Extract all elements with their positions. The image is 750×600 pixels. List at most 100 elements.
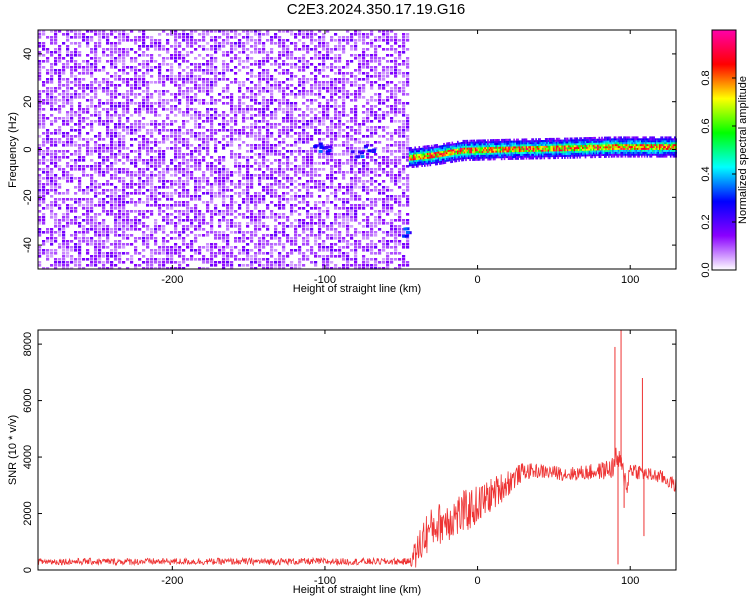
heatmap-cell	[46, 129, 50, 132]
heatmap-cell	[178, 93, 182, 96]
heatmap-cell	[226, 42, 230, 45]
heatmap-cell	[186, 225, 190, 228]
heatmap-cell	[74, 201, 78, 204]
heatmap-cell	[230, 204, 234, 207]
heatmap-cell	[222, 78, 226, 81]
heatmap-cell	[94, 93, 98, 96]
heatmap-cell	[118, 267, 122, 270]
heatmap-cell	[286, 255, 290, 258]
heatmap-cell	[262, 87, 266, 90]
heatmap-cell	[378, 141, 382, 144]
heatmap-cell	[78, 186, 82, 189]
heatmap-cell	[94, 111, 98, 114]
heatmap-cell	[106, 234, 110, 237]
heatmap-cell	[322, 261, 326, 264]
heatmap-cell	[314, 69, 318, 72]
heatmap-cell	[398, 102, 402, 105]
heatmap-cell	[78, 108, 82, 111]
heatmap-cell	[338, 144, 342, 147]
heatmap-cell	[413, 156, 415, 159]
heatmap-cell	[266, 159, 270, 162]
heatmap-cell	[290, 51, 294, 54]
heatmap-cell	[302, 126, 306, 129]
heatmap-cell	[86, 36, 90, 39]
heatmap-cell	[218, 177, 222, 180]
heatmap-cell	[419, 163, 422, 166]
heatmap-cell	[242, 42, 246, 45]
heatmap-cell	[282, 147, 286, 150]
heatmap-cell	[74, 111, 78, 114]
heatmap-cell	[98, 258, 102, 261]
heatmap-cell	[282, 60, 286, 63]
heatmap-cell	[406, 240, 410, 243]
heatmap-cell	[38, 123, 42, 126]
heatmap-cell	[98, 213, 102, 216]
heatmap-cell	[166, 138, 170, 141]
heatmap-cell	[126, 126, 130, 129]
heatmap-cell	[362, 234, 366, 237]
heatmap-cell	[302, 54, 306, 57]
heatmap-cell	[62, 261, 66, 264]
heatmap-cell	[130, 243, 134, 246]
heatmap-cell	[134, 111, 138, 114]
heatmap-cell	[366, 186, 370, 189]
heatmap-cell	[234, 36, 238, 39]
heatmap-cell	[378, 219, 382, 222]
heatmap-cell	[346, 72, 350, 75]
heatmap-cell	[90, 261, 94, 264]
heatmap-cell	[198, 144, 202, 147]
heatmap-cell	[158, 39, 162, 42]
heatmap-cell	[118, 213, 122, 216]
heatmap-cell	[298, 39, 302, 42]
heatmap-cell	[406, 135, 410, 138]
heatmap-cell	[334, 138, 338, 141]
heatmap-cell	[354, 213, 358, 216]
heatmap-cell	[170, 183, 174, 186]
heatmap-cell	[258, 42, 262, 45]
heatmap-cell	[350, 138, 354, 141]
heatmap-cell	[302, 258, 306, 261]
heatmap-cell	[54, 144, 58, 147]
heatmap-cell	[206, 102, 210, 105]
heatmap-cell	[146, 150, 150, 153]
heatmap-cell	[126, 201, 130, 204]
heatmap-cell	[50, 141, 54, 144]
heatmap-cell	[246, 180, 250, 183]
heatmap-cell	[102, 156, 106, 159]
heatmap-cell	[106, 135, 110, 138]
heatmap-cell	[366, 108, 370, 111]
heatmap-cell	[154, 81, 158, 84]
heatmap-cell	[90, 66, 94, 69]
heatmap-cell	[238, 249, 242, 252]
heatmap-cell	[58, 183, 62, 186]
heatmap-cell	[130, 159, 134, 162]
heatmap-cell	[318, 213, 322, 216]
heatmap-cell	[58, 165, 62, 168]
heatmap-cell	[230, 195, 234, 198]
heatmap-cell	[58, 126, 62, 129]
heatmap-cell	[246, 87, 250, 90]
heatmap-cell	[38, 60, 42, 63]
heatmap-cell	[402, 264, 406, 267]
heatmap-cell	[158, 45, 162, 48]
heatmap-cell	[266, 264, 270, 267]
heatmap-cell	[346, 30, 350, 33]
heatmap-cell	[326, 30, 330, 33]
heatmap-cell	[425, 145, 427, 148]
heatmap-cell	[378, 84, 382, 87]
heatmap-cell	[98, 84, 102, 87]
heatmap-cell	[118, 138, 122, 141]
heatmap-cell	[270, 234, 274, 237]
heatmap-cell	[262, 237, 266, 240]
heatmap-cell	[42, 108, 46, 111]
heatmap-cell	[46, 267, 50, 270]
heatmap-cell	[366, 249, 370, 252]
heatmap-cell	[394, 99, 398, 102]
heatmap-cell	[182, 189, 186, 192]
heatmap-cell	[402, 150, 406, 153]
heatmap-cell	[246, 177, 250, 180]
heatmap-cell	[114, 66, 118, 69]
heatmap-cell	[206, 63, 210, 66]
heatmap-cell	[238, 84, 242, 87]
heatmap-cell	[214, 66, 218, 69]
